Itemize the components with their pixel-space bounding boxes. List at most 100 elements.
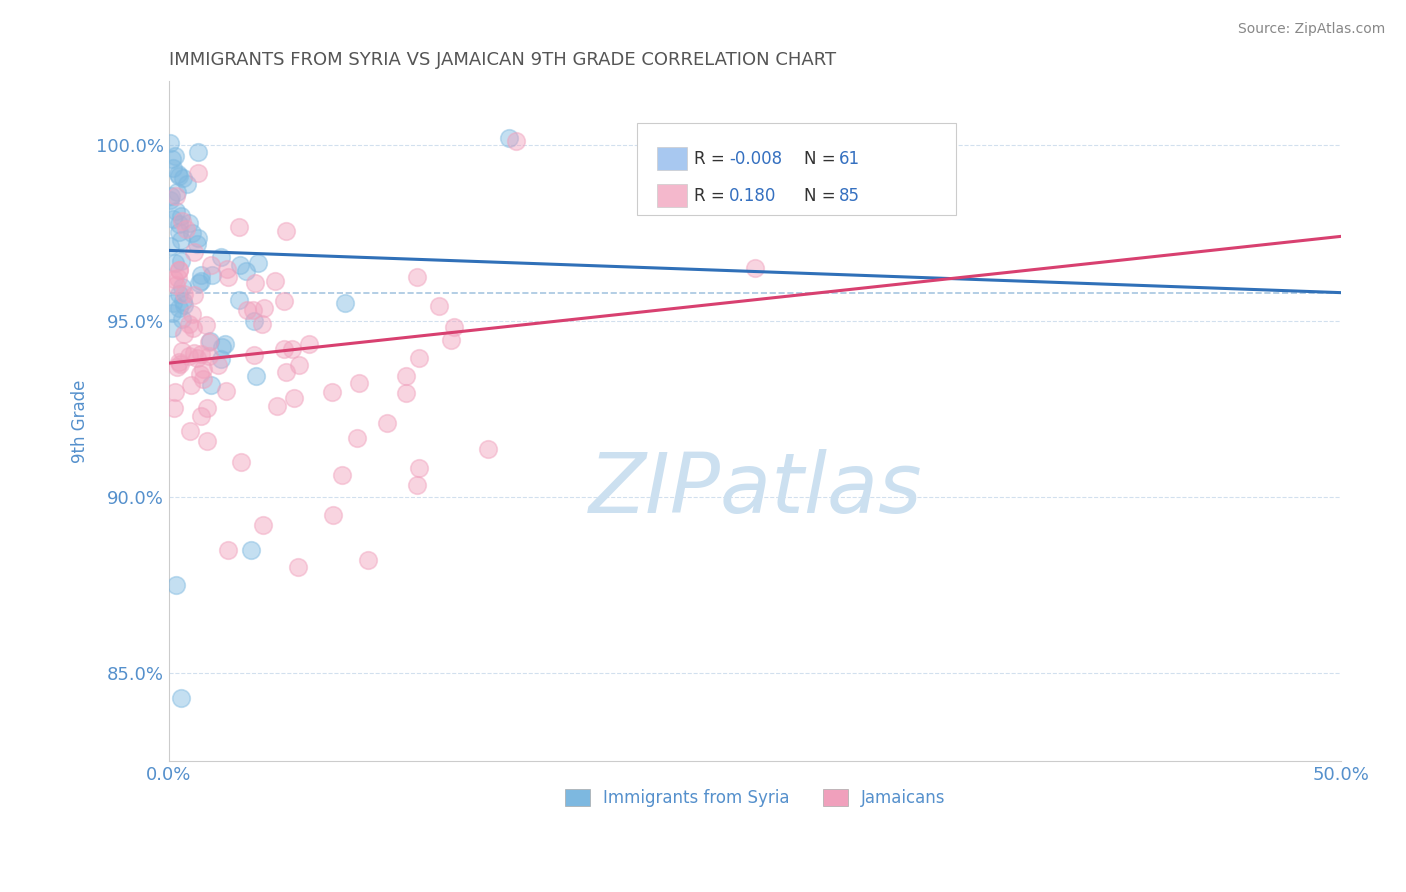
Point [163,148,186,162]
Point [172,170,194,185]
Point [173,327,195,342]
Point [167,270,190,285]
Point [195,434,218,449]
Point [167,263,190,277]
Text: 85: 85 [839,186,860,204]
Point [172,214,194,228]
Point [173,286,195,301]
Point [170,344,193,359]
Y-axis label: 9th Grade: 9th Grade [72,379,89,463]
Point [188,276,211,290]
Point [195,318,218,332]
Point [187,231,209,245]
Point [242,348,264,362]
Point [181,226,204,240]
Point [165,256,187,270]
Point [167,355,190,369]
Point [228,219,250,234]
Point [357,553,380,567]
Point [207,358,229,372]
Point [177,317,200,331]
Point [165,278,187,293]
Point [321,384,343,399]
Point [231,455,253,469]
Point [276,223,298,237]
Point [179,216,201,230]
Point [166,360,188,375]
Text: ZIPatlas: ZIPatlas [589,449,922,530]
Point [167,262,190,277]
Point [170,279,193,293]
Text: 61: 61 [839,150,860,168]
Point [186,237,208,252]
Point [477,442,499,456]
Point [167,169,190,183]
Point [183,345,205,359]
Point [322,508,344,522]
Text: N =: N = [804,186,841,204]
Point [273,342,295,356]
Point [217,261,239,276]
Point [162,211,184,226]
Point [160,189,183,203]
Point [298,337,321,351]
Point [190,409,212,423]
Point [187,166,209,180]
Point [188,367,211,381]
Text: 0.180: 0.180 [730,186,776,204]
Point [181,307,204,321]
Point [159,194,181,208]
Point [191,372,214,386]
Point [187,145,209,160]
Point [408,351,430,366]
Point [183,245,205,260]
Point [214,337,236,351]
Point [169,218,191,232]
Point [169,357,191,371]
Point [195,401,218,416]
Point [209,352,232,367]
Point [443,320,465,334]
Point [498,130,520,145]
Point [215,384,238,398]
Point [245,369,267,384]
Point [176,222,198,236]
Point [209,251,232,265]
Point [193,362,215,376]
Text: R =: R = [695,186,735,204]
Point [160,152,183,166]
Point [235,264,257,278]
Point [170,690,193,705]
Point [406,478,429,492]
Point [190,268,212,282]
Point [190,274,212,288]
Point [198,334,221,349]
Point [163,385,186,400]
Point [197,334,219,349]
Point [162,161,184,175]
Point [252,518,274,533]
Point [198,349,221,363]
Point [160,306,183,320]
Point [505,134,527,148]
Point [273,294,295,309]
Point [427,299,450,313]
Text: Source: ZipAtlas.com: Source: ZipAtlas.com [1237,22,1385,37]
Point [172,293,194,308]
Point [377,417,399,431]
Point [281,342,304,356]
Point [170,312,193,326]
Point [217,270,239,285]
Point [229,258,252,272]
Point [440,333,463,347]
Point [176,177,198,191]
Point [173,298,195,312]
Point [167,301,190,316]
Text: R =: R = [695,150,730,168]
Text: N =: N = [804,150,841,168]
Point [183,288,205,302]
Legend: Immigrants from Syria, Jamaicans: Immigrants from Syria, Jamaicans [558,782,952,814]
Point [165,204,187,219]
Point [186,351,208,366]
Point [406,270,429,285]
